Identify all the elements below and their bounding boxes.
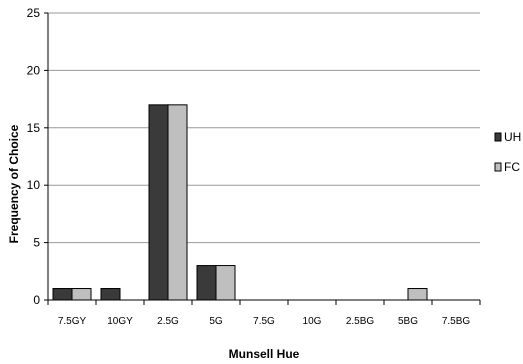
bar-FC-5BG xyxy=(407,288,428,301)
x-tick-label: 5BG xyxy=(398,316,418,327)
bar-UH-5G xyxy=(196,265,217,301)
bar-UH-10GY xyxy=(100,288,121,301)
x-tick-label: 10G xyxy=(303,316,322,327)
x-tick-label: 7.5BG xyxy=(442,316,471,327)
y-axis-title: Frequency of Choice xyxy=(7,124,21,243)
legend: UH FC xyxy=(494,130,521,174)
axes xyxy=(47,13,481,305)
x-tick-label: 5G xyxy=(209,316,223,327)
legend-swatch xyxy=(494,132,502,142)
y-tick-label: 15 xyxy=(27,121,41,135)
y-tick-label: 25 xyxy=(27,6,41,20)
x-tick-label: 10GY xyxy=(107,316,133,327)
bar-FC-7.5GY xyxy=(71,288,92,301)
x-tick-label: 2.5BG xyxy=(346,316,375,327)
x-tick-label: 7.5GY xyxy=(58,316,87,327)
legend-label: UH xyxy=(504,130,521,144)
bar-FC-5G xyxy=(215,265,236,301)
legend-swatch xyxy=(494,162,502,172)
y-tick-labels: 0 5 10 15 20 25 xyxy=(27,6,41,307)
bar-FC-2.5G xyxy=(167,104,188,301)
legend-label: FC xyxy=(504,160,520,174)
x-axis-title: Munsell Hue xyxy=(229,347,300,361)
bar-UH-2.5G xyxy=(148,104,169,301)
x-tick-labels: 7.5GY 10GY 2.5G 5G 7.5G 10G 2.5BG 5BG 7.5BG xyxy=(58,316,471,327)
y-tick-label: 0 xyxy=(33,293,40,307)
bar-UH-7.5GY xyxy=(52,288,73,301)
x-tick-label: 7.5G xyxy=(253,316,275,327)
y-tick-label: 10 xyxy=(27,178,41,192)
y-tick-label: 20 xyxy=(27,63,41,77)
gridlines xyxy=(44,12,480,301)
bars xyxy=(52,104,428,301)
y-tick-label: 5 xyxy=(33,236,40,250)
x-tick-label: 2.5G xyxy=(157,316,179,327)
